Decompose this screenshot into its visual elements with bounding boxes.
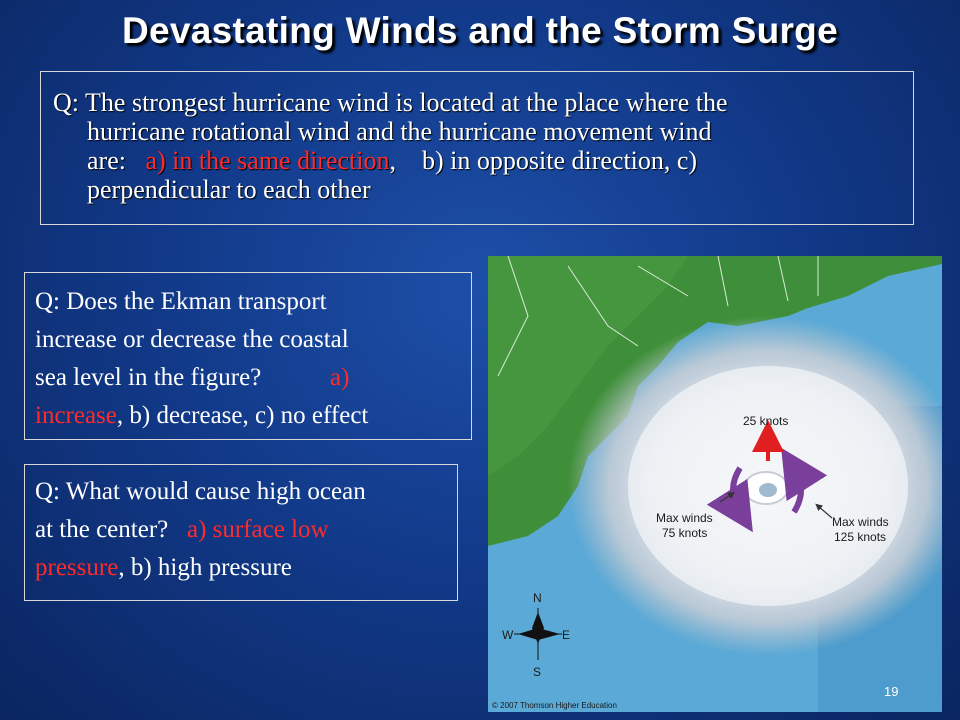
question-2-box: Q: Does the Ekman transport increase or …: [24, 272, 472, 440]
q3-correct-answer-b: pressure: [35, 554, 119, 581]
q1-line-4: perpendicular to each other: [87, 175, 371, 204]
page-number: 19: [884, 684, 899, 699]
compass-west: W: [502, 628, 514, 642]
q3-line-2-prefix: at the center?: [35, 516, 187, 543]
hurricane-map-illustration: 25 knots Max winds 75 knots Max winds 12…: [488, 256, 942, 712]
q2-line-3-prefix: sea level in the figure?: [35, 364, 331, 391]
q2-correct-answer-b: increase: [35, 402, 117, 429]
compass-east: E: [562, 628, 570, 642]
q1-line-3-suffix: , b) in opposite direction, c): [389, 146, 698, 175]
q3-correct-answer-a: a) surface low: [187, 516, 329, 543]
left-max-winds-label: Max winds: [656, 511, 713, 525]
question-1-box: Q: The strongest hurricane wind is locat…: [40, 71, 914, 225]
q2-line-3: sea level in the figure? a): [35, 359, 463, 397]
right-max-winds-speed: 125 knots: [834, 530, 886, 544]
q2-correct-answer-a: a): [330, 364, 350, 391]
compass-rose-icon: [514, 608, 562, 660]
hurricane-figure: 25 knots Max winds 75 knots Max winds 12…: [488, 256, 942, 712]
q3-line-1: Q: What would cause high ocean: [35, 478, 366, 505]
movement-speed-label: 25 knots: [743, 414, 788, 428]
q3-line-3: pressure, b) high pressure: [35, 549, 449, 587]
q2-line-1: Q: Does the Ekman transport: [35, 288, 327, 315]
q1-line-3: are: a) in the same direction, b) in opp…: [53, 146, 899, 175]
right-max-winds-label: Max winds: [832, 515, 889, 529]
q2-line-4: increase, b) decrease, c) no effect: [35, 397, 463, 435]
compass-north: N: [533, 591, 542, 605]
q1-line-1: Q: The strongest hurricane wind is locat…: [53, 88, 728, 117]
rotation-arrow-left: [706, 466, 753, 533]
left-max-winds-speed: 75 knots: [662, 526, 707, 540]
compass-south: S: [533, 665, 541, 679]
slide-title: Devastating Winds and the Storm Surge: [122, 10, 838, 51]
q1-line-3-prefix: are:: [87, 146, 146, 175]
q3-line-2: at the center? a) surface low: [35, 511, 449, 549]
rotation-arrow-right: [781, 447, 828, 514]
q2-line-4-suffix: , b) decrease, c) no effect: [116, 402, 369, 429]
q3-line-3-suffix: , b) high pressure: [118, 554, 292, 581]
q1-line-2: hurricane rotational wind and the hurric…: [87, 117, 712, 146]
figure-copyright: © 2007 Thomson Higher Education: [492, 701, 617, 710]
q1-correct-answer: a) in the same direction: [145, 146, 390, 175]
q2-line-2: increase or decrease the coastal: [35, 326, 349, 353]
question-3-box: Q: What would cause high ocean at the ce…: [24, 464, 458, 601]
